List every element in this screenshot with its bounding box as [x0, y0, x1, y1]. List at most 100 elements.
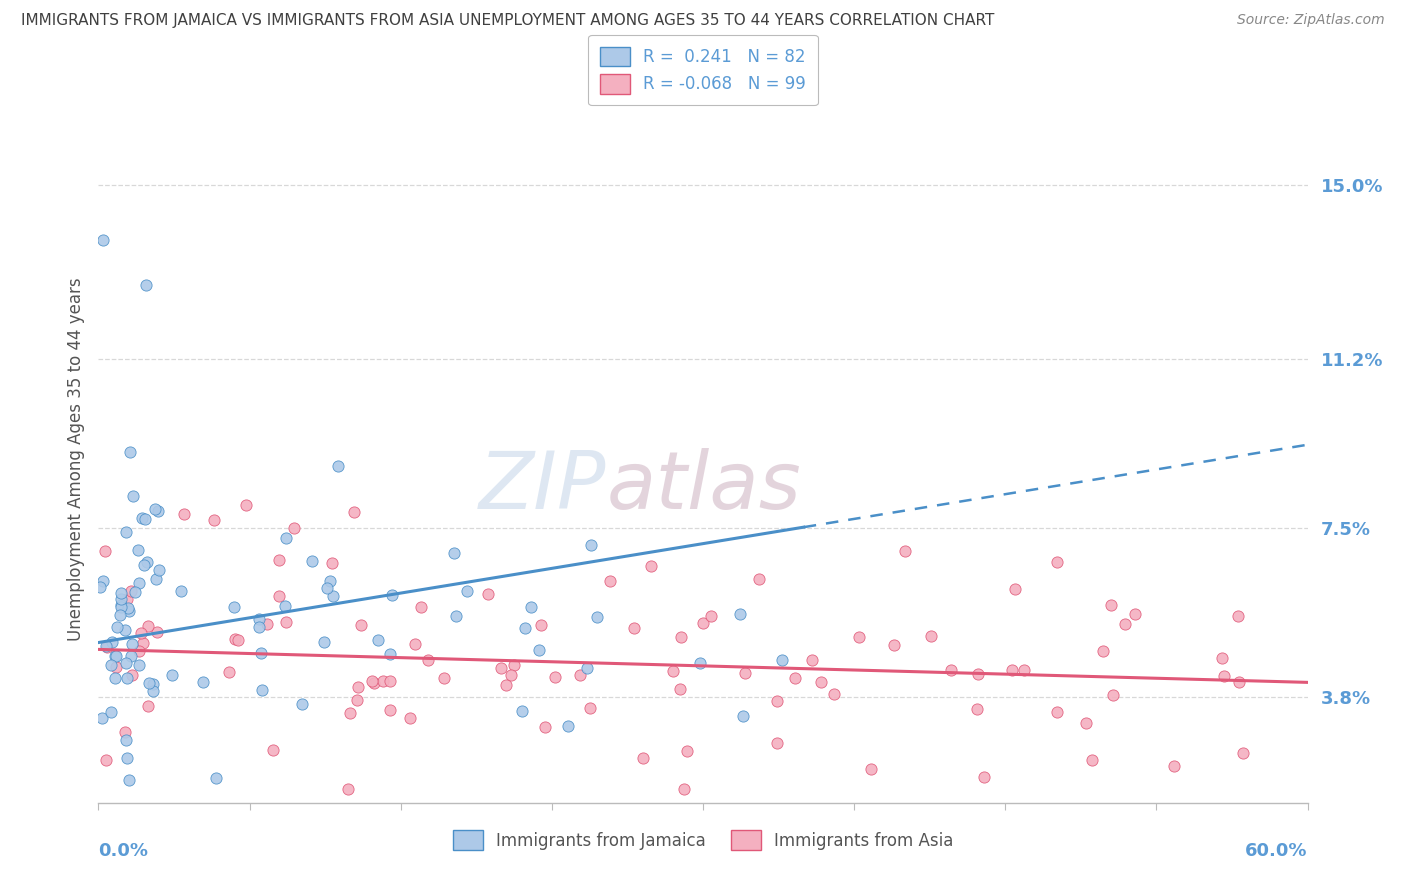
Point	[291, 697, 314, 711]
Point	[148, 563, 170, 577]
Point	[128, 658, 150, 673]
Point	[623, 621, 645, 635]
Point	[477, 587, 499, 601]
Point	[301, 554, 323, 568]
Point	[489, 661, 512, 675]
Point	[557, 719, 579, 733]
Point	[120, 648, 142, 663]
Point	[267, 553, 290, 567]
Point	[510, 705, 533, 719]
Point	[247, 612, 270, 626]
Point	[1212, 669, 1234, 683]
Point	[316, 581, 339, 595]
Point	[675, 744, 697, 758]
Point	[1125, 607, 1147, 621]
Point	[371, 673, 394, 688]
Point	[766, 736, 789, 750]
Point	[262, 742, 284, 756]
Point	[202, 513, 225, 527]
Point	[96, 639, 118, 653]
Point	[728, 607, 751, 621]
Point	[96, 640, 118, 654]
Point	[129, 626, 152, 640]
Point	[100, 705, 122, 719]
Point	[108, 607, 131, 622]
Point	[1080, 753, 1102, 767]
Point	[274, 599, 297, 614]
Point	[319, 574, 342, 588]
Point	[1046, 705, 1069, 719]
Point	[100, 658, 122, 673]
Point	[120, 445, 142, 459]
Point	[91, 233, 114, 247]
Point	[533, 720, 555, 734]
Point	[114, 623, 136, 637]
Point	[689, 656, 711, 670]
Point	[350, 618, 373, 632]
Point	[173, 508, 195, 522]
Point	[91, 574, 114, 589]
Point	[118, 604, 141, 618]
Point	[115, 671, 138, 685]
Text: ZIP: ZIP	[479, 448, 606, 526]
Point	[250, 646, 273, 660]
Point	[107, 620, 129, 634]
Point	[939, 663, 962, 677]
Point	[783, 672, 806, 686]
Point	[136, 699, 159, 714]
Point	[1232, 746, 1254, 760]
Point	[114, 656, 136, 670]
Point	[1092, 643, 1115, 657]
Point	[110, 592, 132, 607]
Point	[250, 682, 273, 697]
Text: IMMIGRANTS FROM JAMAICA VS IMMIGRANTS FROM ASIA UNEMPLOYMENT AMONG AGES 35 TO 44: IMMIGRANTS FROM JAMAICA VS IMMIGRANTS FR…	[21, 13, 994, 29]
Point	[256, 616, 278, 631]
Point	[378, 674, 401, 689]
Point	[579, 538, 602, 552]
Point	[631, 751, 654, 765]
Point	[110, 600, 132, 615]
Text: atlas: atlas	[606, 448, 801, 526]
Point	[569, 668, 592, 682]
Point	[527, 643, 550, 657]
Point	[94, 753, 117, 767]
Point	[1211, 651, 1233, 665]
Point	[672, 782, 695, 797]
Point	[530, 617, 553, 632]
Point	[117, 600, 139, 615]
Point	[224, 632, 246, 646]
Point	[409, 599, 432, 614]
Point	[132, 636, 155, 650]
Point	[416, 653, 439, 667]
Point	[381, 588, 404, 602]
Point	[576, 661, 599, 675]
Point	[283, 521, 305, 535]
Point	[883, 638, 905, 652]
Point	[585, 610, 607, 624]
Point	[766, 694, 789, 708]
Point	[218, 665, 240, 679]
Point	[456, 584, 478, 599]
Point	[501, 668, 523, 682]
Point	[191, 674, 214, 689]
Point	[1001, 663, 1024, 677]
Point	[160, 668, 183, 682]
Point	[1099, 598, 1122, 612]
Point	[734, 666, 756, 681]
Point	[142, 683, 165, 698]
Point	[204, 771, 226, 785]
Point	[671, 631, 693, 645]
Point	[124, 585, 146, 599]
Point	[367, 632, 389, 647]
Point	[920, 629, 942, 643]
Point	[235, 498, 257, 512]
Point	[142, 677, 165, 691]
Point	[127, 543, 149, 558]
Text: 0.0%: 0.0%	[98, 842, 149, 860]
Point	[810, 674, 832, 689]
Point	[247, 620, 270, 634]
Point	[115, 733, 138, 747]
Point	[122, 489, 145, 503]
Point	[131, 511, 153, 525]
Point	[339, 706, 361, 720]
